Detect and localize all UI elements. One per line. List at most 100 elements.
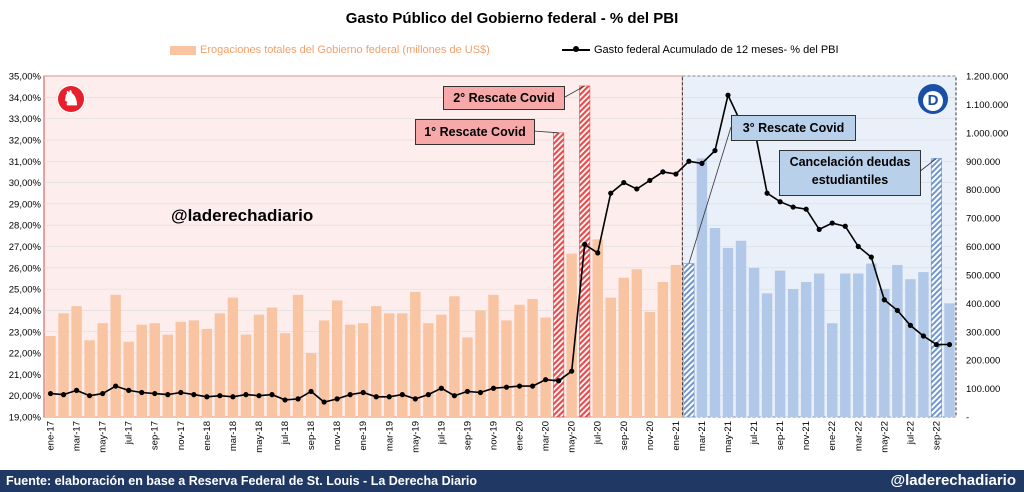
bar [123,341,134,417]
left-tick-label: 34,00% [9,93,42,104]
bar [800,282,812,417]
right-tick-label: 900.000 [966,157,1000,168]
line-point [425,392,431,398]
left-tick-label: 35,00% [9,72,42,83]
bar [905,279,916,417]
right-tick-label: 700.000 [966,214,1000,225]
line-point [256,393,262,399]
left-tick-label: 30,00% [9,178,42,189]
democrat-letter: D [923,91,943,111]
bar [240,334,252,417]
line-point [699,160,705,166]
line-point [608,190,614,196]
bar [357,323,369,417]
bar [879,289,890,417]
x-tick-label: mar-18 [228,421,239,451]
left-tick-label: 25,00% [9,285,42,296]
bar [84,340,95,417]
bar [279,333,291,417]
bar [436,314,447,417]
right-tick-label: 1.200.000 [966,72,1008,83]
line-point [790,204,796,210]
x-tick-label: mar-20 [541,421,552,451]
bar [827,323,838,417]
line-point [217,393,223,399]
bar [540,317,551,417]
line-point [595,250,601,256]
line-point [230,394,236,400]
bar [735,240,747,417]
line-point [855,243,861,250]
line-point [243,392,249,398]
x-tick-label: mar-17 [72,421,83,451]
bar [475,310,486,417]
bar [761,293,773,417]
line-point [113,383,119,389]
x-tick-label: may-19 [410,421,421,453]
left-tick-label: 23,00% [9,327,42,338]
bar [892,264,903,417]
x-tick-label: mar-21 [697,421,708,451]
elephant-icon: ♞ [56,84,86,114]
x-tick-label: sep-22 [931,421,942,450]
democrat-badge: D [918,84,948,114]
bar [449,296,460,417]
bar [253,314,265,417]
bar [670,264,682,417]
line-point [816,226,822,233]
line-point [907,322,914,328]
x-tick-label: may-22 [879,421,890,453]
line-point [673,171,679,177]
line-point [152,390,158,397]
callout-leader [532,130,559,134]
line-point [191,392,197,398]
line-point [516,383,523,389]
line-point [933,341,940,348]
line-point [881,297,887,303]
x-tick-label: sep-19 [462,421,473,450]
left-tick-label: 26,00% [9,263,42,274]
x-tick-label: jul-21 [749,421,760,445]
right-tick-label: 1.000.000 [966,128,1008,139]
legend-bar-swatch [170,45,196,55]
bar [58,313,69,417]
line-point [126,387,132,393]
bar [214,313,226,417]
bar [774,270,786,417]
right-axis: - 100.000 200.000 300.000 400.000 500.000 600.… [966,72,1008,424]
bar [514,304,525,417]
bar [657,282,669,417]
bar [344,324,356,417]
x-tick-label: may-20 [567,421,578,453]
line-point [660,169,666,175]
line-point [269,392,275,398]
bar [696,158,708,418]
line-point [842,223,848,229]
line-point [321,399,327,405]
right-tick-label: 400.000 [966,299,1000,310]
callout-rescate-1: 1° Rescate Covid [415,119,535,145]
bar [813,273,825,417]
bar [592,239,603,417]
bar [331,300,343,417]
callout-rescate-3: 3° Rescate Covid [731,115,856,141]
x-tick-label: nov-19 [488,421,499,450]
bar [110,294,121,417]
right-tick-label: 500.000 [966,270,1000,281]
line-point [712,147,718,154]
bar [188,320,200,417]
bar [683,263,695,418]
line-point [490,385,497,391]
bar [305,353,317,417]
x-tick-label: sep-21 [775,421,786,450]
x-tick-label: may-18 [254,421,265,453]
line-point [529,383,536,389]
bar [149,323,160,417]
right-tick-label: 300.000 [966,327,1000,338]
x-tick-label: ene-21 [671,421,682,451]
bar [266,307,278,417]
left-tick-label: 21,00% [9,370,42,381]
line-point [464,388,471,395]
line-point [308,388,314,395]
bar [201,328,213,417]
